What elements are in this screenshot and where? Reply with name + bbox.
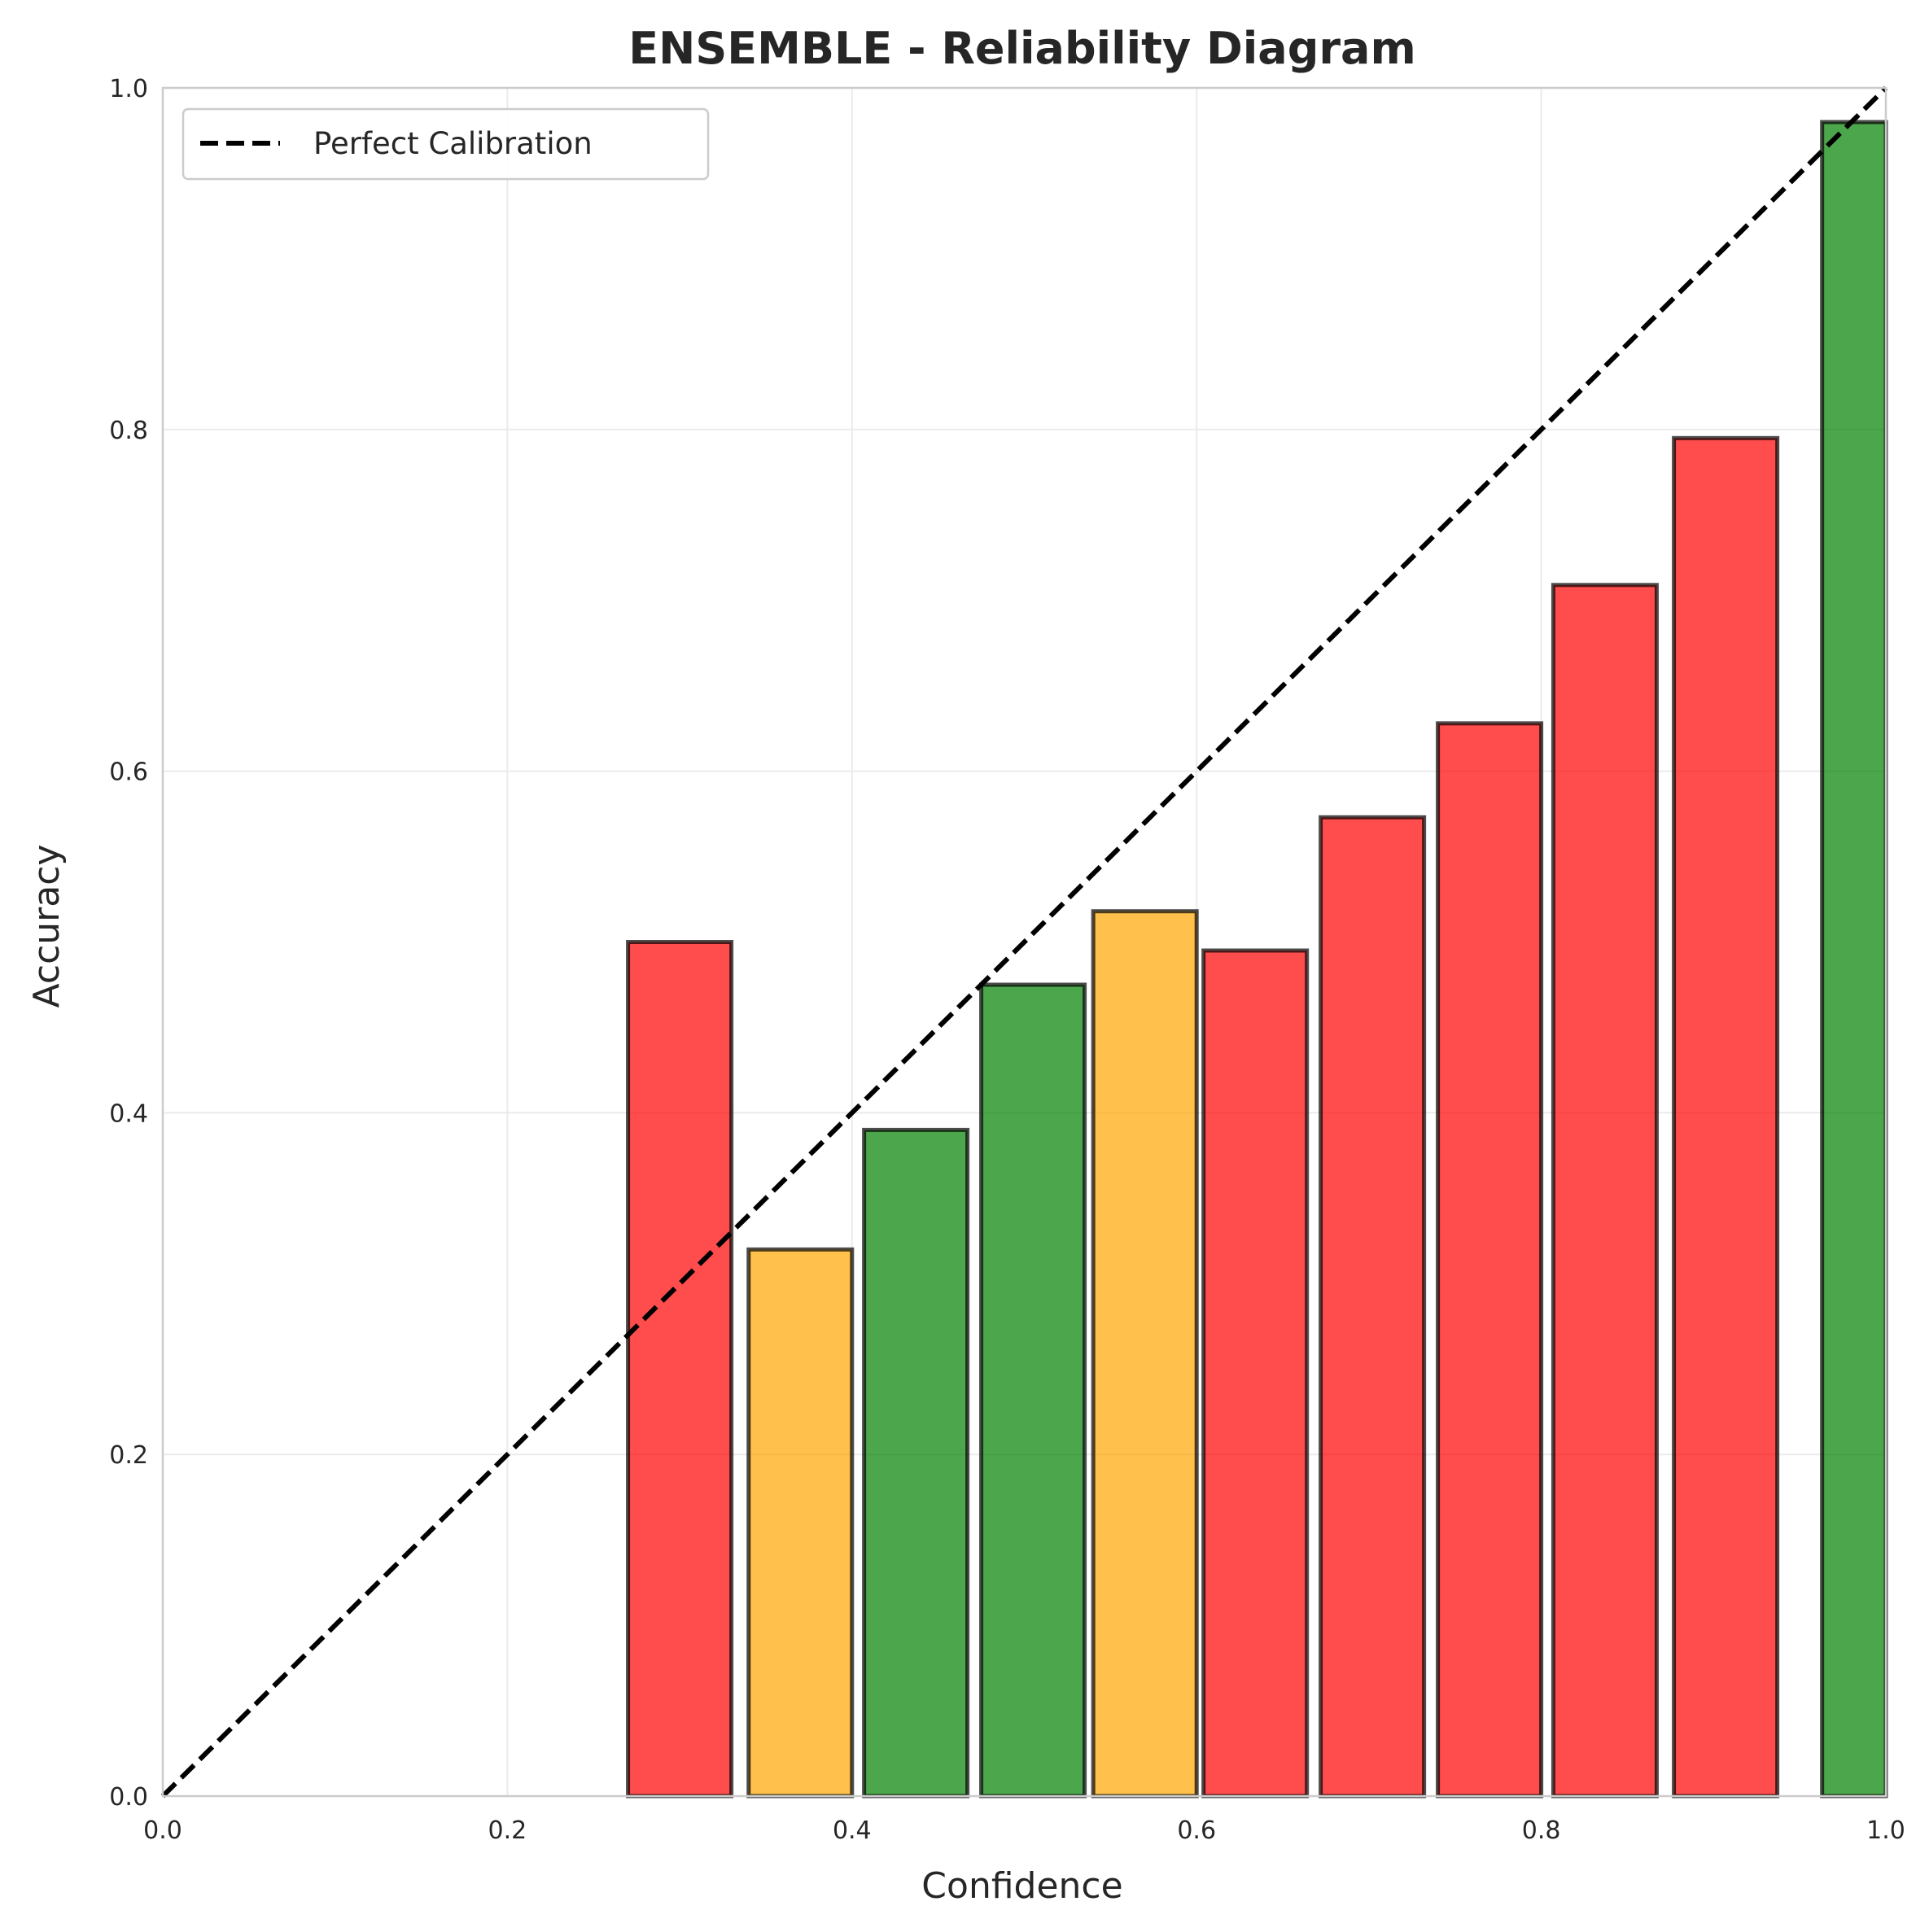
- y-tick-label: 0.8: [109, 417, 148, 445]
- bar-orange: [1091, 909, 1199, 1799]
- x-tick-labels: 0.0 0.2 0.4 0.6 0.8 1.0: [143, 1816, 1905, 1845]
- x-tick-label: 0.6: [1177, 1816, 1216, 1845]
- bar-red: [1551, 583, 1659, 1799]
- x-axis-label: Confidence: [921, 1865, 1122, 1907]
- plot-frame: [161, 86, 1887, 1798]
- bar-green: [862, 1127, 970, 1799]
- legend: Perfect Calibration: [182, 107, 710, 181]
- legend-box: [182, 107, 710, 181]
- y-tick-label: 0.6: [109, 758, 148, 787]
- y-tick-label: 1.0: [109, 75, 148, 103]
- x-tick-label: 0.0: [143, 1816, 182, 1845]
- y-tick-label: 0.4: [109, 1099, 148, 1128]
- x-tick-label: 1.0: [1866, 1816, 1905, 1845]
- bars-group: [626, 120, 1888, 1799]
- bar-red: [1319, 815, 1427, 1799]
- bar-green: [1820, 120, 1888, 1799]
- y-tick-label: 0.2: [109, 1441, 148, 1470]
- bar-orange: [746, 1247, 855, 1799]
- bar-red: [1201, 948, 1310, 1799]
- bar-red: [1436, 721, 1544, 1799]
- x-tick-label: 0.4: [833, 1816, 872, 1845]
- y-axis-label: Accuracy: [26, 845, 68, 1008]
- chart-title: ENSEMBLE - Reliability Diagram: [628, 23, 1416, 74]
- bar-green: [979, 982, 1087, 1799]
- bar-red: [1672, 435, 1780, 1799]
- y-tick-labels: 0.0 0.2 0.4 0.6 0.8 1.0: [109, 75, 148, 1812]
- perfect-calibration-line: [160, 85, 1888, 1799]
- y-tick-label: 0.0: [109, 1783, 148, 1812]
- x-tick-label: 0.2: [488, 1816, 527, 1845]
- bar-red: [626, 940, 734, 1799]
- x-tick-label: 0.8: [1522, 1816, 1561, 1845]
- legend-entry-perfect-calibration: Perfect Calibration: [313, 126, 593, 161]
